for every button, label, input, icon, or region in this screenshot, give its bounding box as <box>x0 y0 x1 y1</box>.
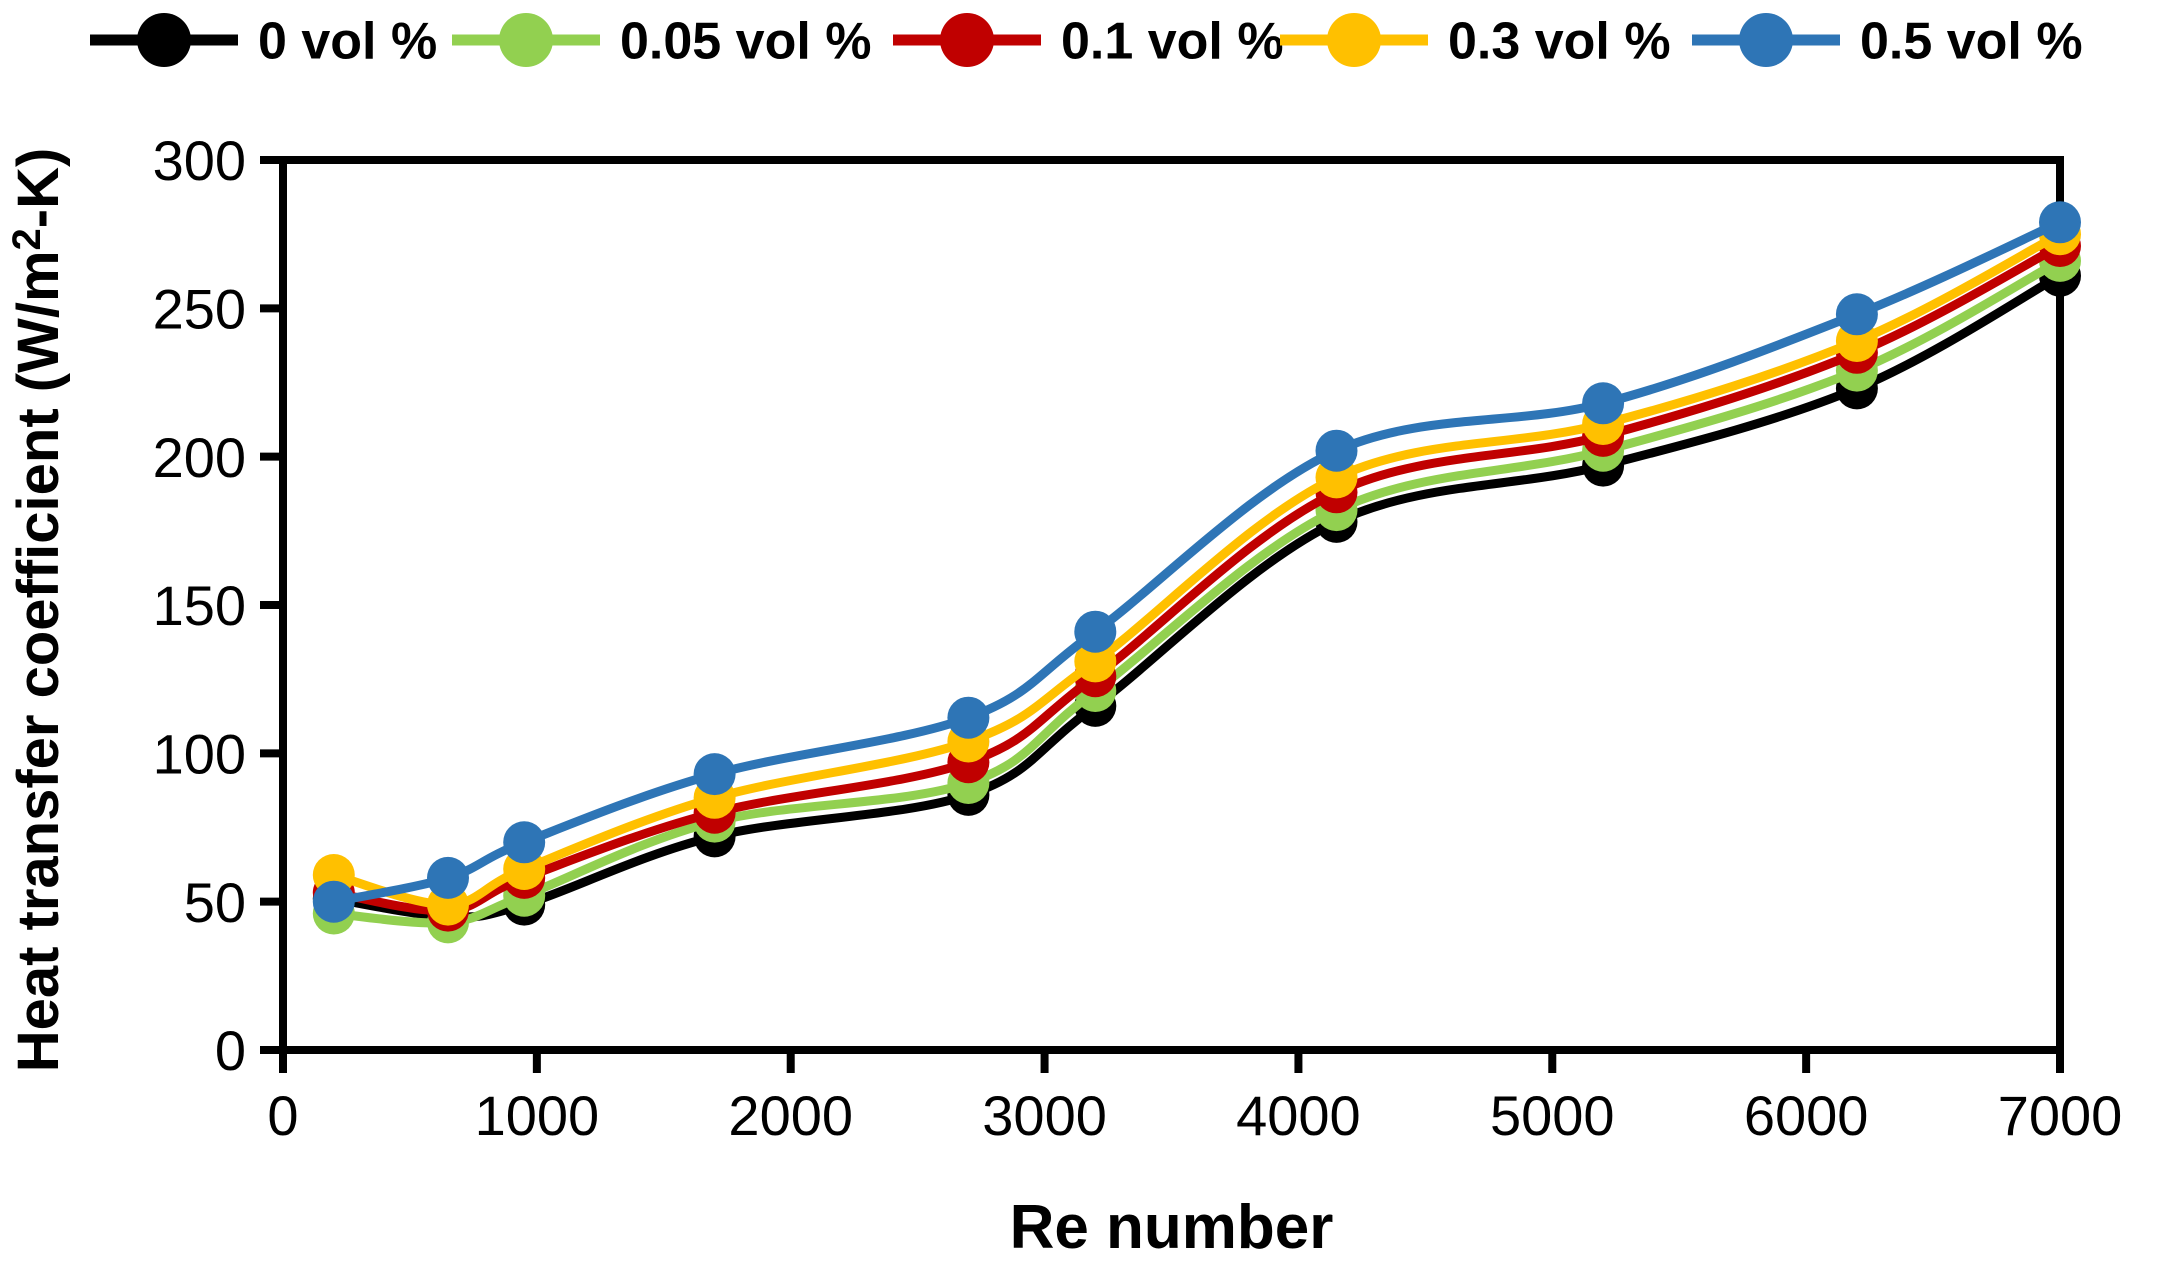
legend-item-0.3-vol-: 0.3 vol % <box>1280 13 1671 71</box>
data-point-marker <box>1835 293 1878 336</box>
y-axis-title: Heat transfer coefficient (W/m2-K) <box>5 148 71 1073</box>
x-axis-title: Re number <box>1010 1193 1334 1262</box>
x-tick-label: 4000 <box>1236 1084 1361 1147</box>
data-point-marker <box>1074 610 1117 653</box>
y-tick-label: 0 <box>215 1019 246 1082</box>
data-point-marker <box>2039 201 2081 244</box>
series-line-0.5-vol- <box>329 217 2065 907</box>
x-tick-label: 2000 <box>728 1084 853 1147</box>
data-point-marker <box>693 753 736 796</box>
legend-marker-icon <box>940 13 994 67</box>
y-tick-label: 100 <box>153 722 246 785</box>
legend-label: 0.5 vol % <box>1860 13 2083 71</box>
y-tick-label: 150 <box>153 574 246 637</box>
x-tick-label: 5000 <box>1490 1084 1615 1147</box>
y-tick-label: 250 <box>153 277 246 340</box>
x-tick-label: 0 <box>267 1084 298 1147</box>
legend-item-0.5-vol-: 0.5 vol % <box>1692 13 2083 71</box>
legend-marker-icon <box>1327 13 1381 67</box>
legend-marker-icon <box>1739 13 1793 67</box>
data-point-marker <box>947 696 990 739</box>
legend-marker-icon <box>137 13 191 67</box>
legend-marker-icon <box>499 13 553 67</box>
x-tick-label: 3000 <box>982 1084 1107 1147</box>
plot-frame <box>279 156 2064 1054</box>
data-point-marker <box>503 821 546 864</box>
legend-item-0-vol-: 0 vol % <box>90 13 437 71</box>
legend-label: 0.1 vol % <box>1061 13 1284 71</box>
x-tick-label: 7000 <box>1998 1084 2123 1147</box>
data-point-marker <box>1315 429 1358 472</box>
data-point-marker <box>1074 640 1117 683</box>
data-point-marker <box>427 856 469 899</box>
legend-label: 0.3 vol % <box>1448 13 1671 71</box>
y-tick-label: 200 <box>153 426 246 489</box>
y-tick-label: 50 <box>184 871 246 934</box>
x-tick-label: 1000 <box>475 1084 600 1147</box>
x-tick-label: 6000 <box>1744 1084 1869 1147</box>
legend-item-0.05-vol-: 0.05 vol % <box>452 13 871 71</box>
y-tick-label: 300 <box>153 129 246 192</box>
legend-label: 0 vol % <box>258 13 437 71</box>
data-point-marker <box>1582 382 1625 425</box>
legend-item-0.1-vol-: 0.1 vol % <box>893 13 1284 71</box>
legend-label: 0.05 vol % <box>620 13 871 71</box>
data-point-marker <box>312 880 355 923</box>
